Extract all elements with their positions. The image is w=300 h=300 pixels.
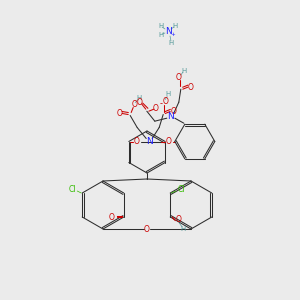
Text: O: O [176,73,182,82]
Text: H: H [136,95,142,101]
Text: H: H [158,23,164,29]
Text: O: O [188,83,194,92]
Text: O: O [153,104,159,113]
Text: O: O [116,109,122,118]
Text: H: H [172,23,178,29]
Text: O: O [175,215,181,224]
Text: -: - [159,99,162,108]
Text: Cl: Cl [178,185,185,194]
Text: O: O [144,224,150,233]
Text: O: O [166,137,172,146]
Text: +: + [171,32,176,38]
Text: O: O [134,137,140,146]
Text: N: N [167,112,174,121]
Text: H: H [181,68,186,74]
Text: O: O [131,100,137,109]
Text: Cl: Cl [68,185,76,194]
Text: H: H [168,40,174,46]
Text: N: N [165,28,171,37]
Text: O: O [109,212,115,221]
Text: O: O [162,97,168,106]
Text: H: H [158,32,164,38]
Text: H: H [181,226,186,232]
Text: H: H [166,92,171,98]
Text: N: N [146,137,153,146]
Text: O: O [170,107,176,116]
Text: O: O [137,98,143,107]
